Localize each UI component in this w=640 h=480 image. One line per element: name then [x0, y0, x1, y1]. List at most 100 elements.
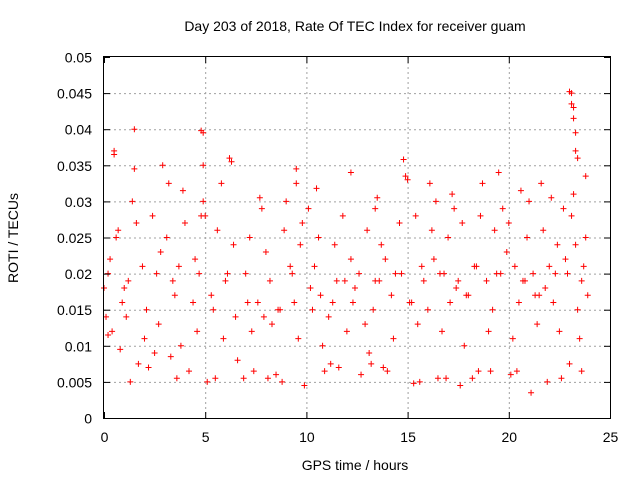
data-point: [311, 263, 318, 270]
data-point: [299, 220, 306, 227]
data-point: [469, 375, 476, 382]
data-point: [570, 115, 577, 122]
data-point: [149, 212, 156, 219]
y-tick-label: 0.01: [65, 338, 92, 354]
data-point: [127, 378, 134, 385]
data-point: [497, 270, 504, 277]
data-point: [169, 277, 176, 284]
data-point: [528, 389, 535, 396]
data-point: [175, 263, 182, 270]
data-point: [519, 277, 526, 284]
data-point: [289, 270, 296, 277]
data-point: [165, 180, 172, 187]
data-point: [392, 270, 399, 277]
data-point: [568, 212, 575, 219]
data-point: [402, 173, 409, 180]
data-point: [115, 227, 122, 234]
data-point: [457, 382, 464, 389]
y-axis-tick-labels: 0 0.005 0.01 0.015 0.02 0.025 0.03 0.035 0.04 0.0…: [57, 50, 92, 427]
data-point: [131, 126, 138, 133]
data-point: [362, 321, 369, 328]
data-point: [111, 151, 118, 158]
data-point: [297, 241, 304, 248]
data-point: [447, 299, 454, 306]
data-point: [220, 335, 227, 342]
data-point: [295, 335, 302, 342]
data-point: [461, 342, 468, 349]
data-point: [107, 256, 114, 263]
data-point: [123, 313, 130, 320]
y-tick-label: 0.045: [57, 86, 92, 102]
data-point: [177, 342, 184, 349]
data-point: [167, 353, 174, 360]
y-axis-title: ROTI / TECUs: [5, 193, 21, 283]
y-tick-label: 0.015: [57, 302, 92, 318]
x-tick-label: 0: [101, 429, 109, 445]
data-point: [293, 180, 300, 187]
data-point: [131, 165, 138, 172]
data-point: [538, 180, 545, 187]
data-point: [574, 155, 581, 162]
data-point: [432, 198, 439, 205]
data-point: [281, 227, 288, 234]
data-point: [321, 368, 328, 375]
data-point: [200, 162, 207, 169]
data-point: [574, 306, 581, 313]
data-point: [248, 328, 255, 335]
data-point: [400, 156, 407, 163]
data-point: [578, 368, 585, 375]
data-point: [125, 277, 132, 284]
data-point: [155, 321, 162, 328]
data-point: [483, 277, 490, 284]
y-tick-label: 0.02: [65, 266, 92, 282]
data-point: [465, 292, 472, 299]
data-point: [301, 382, 308, 389]
data-point: [368, 360, 375, 367]
data-point: [339, 212, 346, 219]
data-point: [479, 180, 486, 187]
data-point: [129, 198, 136, 205]
data-point: [179, 187, 186, 194]
data-point: [570, 191, 577, 198]
y-tick-label: 0.035: [57, 158, 92, 174]
x-tick-label: 10: [299, 429, 315, 445]
data-point: [242, 270, 249, 277]
data-point: [250, 368, 257, 375]
data-point: [151, 350, 158, 357]
data-point: [580, 263, 587, 270]
data-point: [491, 227, 498, 234]
data-point: [208, 292, 215, 299]
data-point: [552, 270, 559, 277]
data-point: [424, 306, 431, 313]
x-tick-label: 15: [400, 429, 416, 445]
data-point: [374, 194, 381, 201]
data-point: [430, 256, 437, 263]
y-tick-label: 0: [84, 411, 92, 427]
data-point: [291, 299, 298, 306]
data-point: [135, 360, 142, 367]
data-point: [540, 227, 547, 234]
data-point: [418, 263, 425, 270]
data-point: [426, 180, 433, 187]
data-point: [230, 241, 237, 248]
data-point: [200, 129, 207, 136]
data-point: [313, 185, 320, 192]
data-point: [542, 285, 549, 292]
data-point: [439, 328, 446, 335]
data-point: [173, 375, 180, 382]
plot-frame: [103, 56, 611, 419]
data-point: [475, 368, 482, 375]
x-axis-title: GPS time / hours: [302, 457, 409, 473]
y-tick-label: 0.05: [65, 50, 92, 66]
data-point: [315, 234, 322, 241]
data-point: [566, 360, 573, 367]
data-point: [240, 375, 247, 382]
data-point: [117, 346, 124, 353]
data-point: [406, 299, 413, 306]
data-point: [517, 187, 524, 194]
data-point: [121, 285, 128, 292]
data-point: [380, 364, 387, 371]
data-point: [317, 292, 324, 299]
data-point: [477, 212, 484, 219]
data-point: [109, 328, 116, 335]
